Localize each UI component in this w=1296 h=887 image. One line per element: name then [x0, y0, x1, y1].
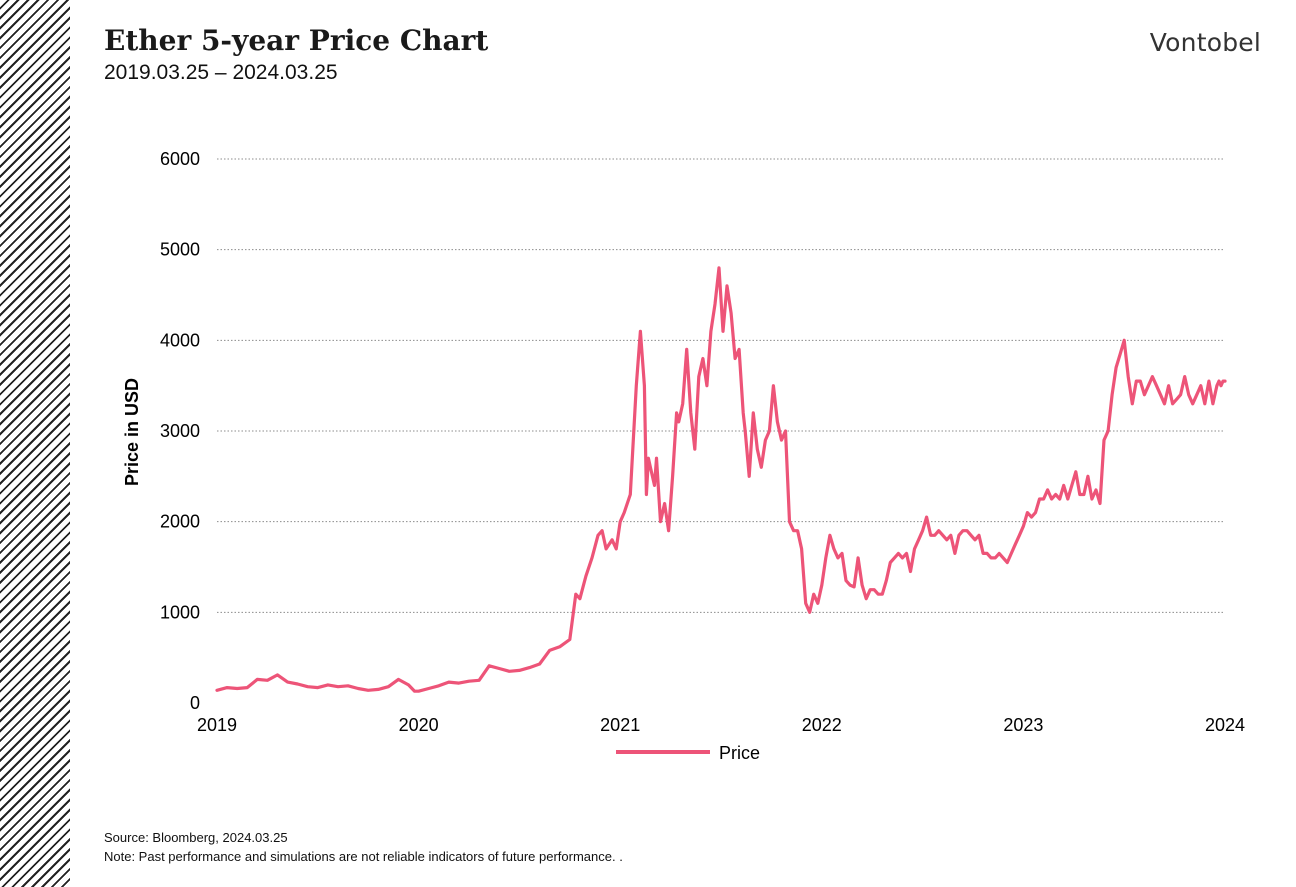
y-tick-label: 1000: [160, 602, 200, 622]
hatched-side-band: [0, 0, 70, 887]
y-tick-label: 5000: [160, 240, 200, 260]
x-tick-labels: 2019 2020 2021 2022 2023 2024: [197, 715, 1245, 735]
y-tick-label: 3000: [160, 421, 200, 441]
x-tick-label: 2021: [600, 715, 640, 735]
legend-label-price: Price: [719, 743, 760, 763]
y-tick-label: 0: [190, 693, 200, 713]
date-range-subtitle: 2019.03.25 – 2024.03.25: [104, 61, 338, 84]
x-tick-label: 2023: [1003, 715, 1043, 735]
y-tick-labels: 0 1000 2000 3000 4000 5000 6000: [160, 149, 200, 713]
x-tick-label: 2022: [802, 715, 842, 735]
legend: Price: [616, 743, 760, 763]
y-axis-label: Price in USD: [122, 378, 142, 486]
x-tick-label: 2024: [1205, 715, 1245, 735]
brand-logo: Vontobel: [1149, 28, 1261, 57]
x-tick-label: 2020: [399, 715, 439, 735]
y-tick-label: 6000: [160, 149, 200, 169]
disclaimer-note: Note: Past performance and simulations a…: [104, 849, 623, 864]
grid-lines: [217, 158, 1225, 613]
y-tick-label: 4000: [160, 330, 200, 350]
chart-title: Ether 5-year Price Chart: [104, 24, 489, 57]
y-tick-label: 2000: [160, 512, 200, 532]
source-note: Source: Bloomberg, 2024.03.25: [104, 830, 288, 845]
price-series-line: [215, 266, 1227, 693]
x-tick-label: 2019: [197, 715, 237, 735]
